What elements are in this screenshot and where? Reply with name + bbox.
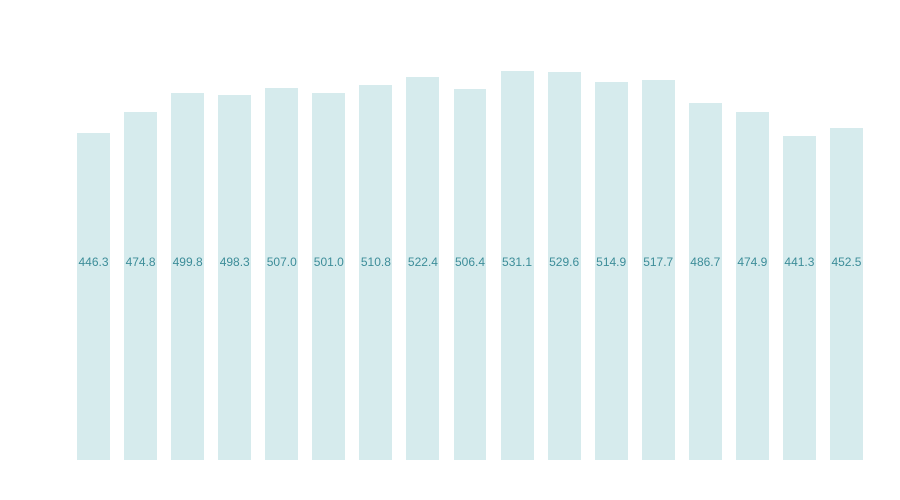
bar: 522.4 xyxy=(406,77,439,460)
bar-value-label: 522.4 xyxy=(406,255,439,269)
bar-value-label: 514.9 xyxy=(595,255,628,269)
bar: 441.3 xyxy=(783,136,816,460)
bar-value-label: 498.3 xyxy=(218,255,251,269)
bar-value-label: 507.0 xyxy=(265,255,298,269)
bar: 486.7 xyxy=(689,103,722,460)
bar-value-label: 510.8 xyxy=(359,255,392,269)
bar-value-label: 531.1 xyxy=(501,255,534,269)
bar-value-label: 517.7 xyxy=(642,255,675,269)
bar-value-label: 446.3 xyxy=(77,255,110,269)
bar: 452.5 xyxy=(830,128,863,460)
bar-value-label: 452.5 xyxy=(830,255,863,269)
bar: 506.4 xyxy=(454,89,487,460)
bar-value-label: 506.4 xyxy=(454,255,487,269)
bar: 474.8 xyxy=(124,112,157,460)
bar-value-label: 474.9 xyxy=(736,255,769,269)
bar: 514.9 xyxy=(595,82,628,460)
bar-value-label: 486.7 xyxy=(689,255,722,269)
bar-value-label: 474.8 xyxy=(124,255,157,269)
bar: 498.3 xyxy=(218,95,251,460)
bar: 499.8 xyxy=(171,93,204,460)
bar: 474.9 xyxy=(736,112,769,460)
bar: 529.6 xyxy=(548,72,581,460)
bar-chart: 446.3 474.8 499.8 498.3 507.0 501.0 510.8 522.4… xyxy=(0,0,900,500)
bar: 446.3 xyxy=(77,133,110,460)
bar-value-label: 529.6 xyxy=(548,255,581,269)
bar-value-label: 441.3 xyxy=(783,255,816,269)
bar: 501.0 xyxy=(312,93,345,460)
bar: 517.7 xyxy=(642,80,675,460)
plot-area: 446.3 474.8 499.8 498.3 507.0 501.0 510.8 522.4… xyxy=(70,20,870,460)
bar: 510.8 xyxy=(359,85,392,460)
bar: 507.0 xyxy=(265,88,298,460)
bar-value-label: 499.8 xyxy=(171,255,204,269)
bar: 531.1 xyxy=(501,71,534,460)
bar-value-label: 501.0 xyxy=(312,255,345,269)
